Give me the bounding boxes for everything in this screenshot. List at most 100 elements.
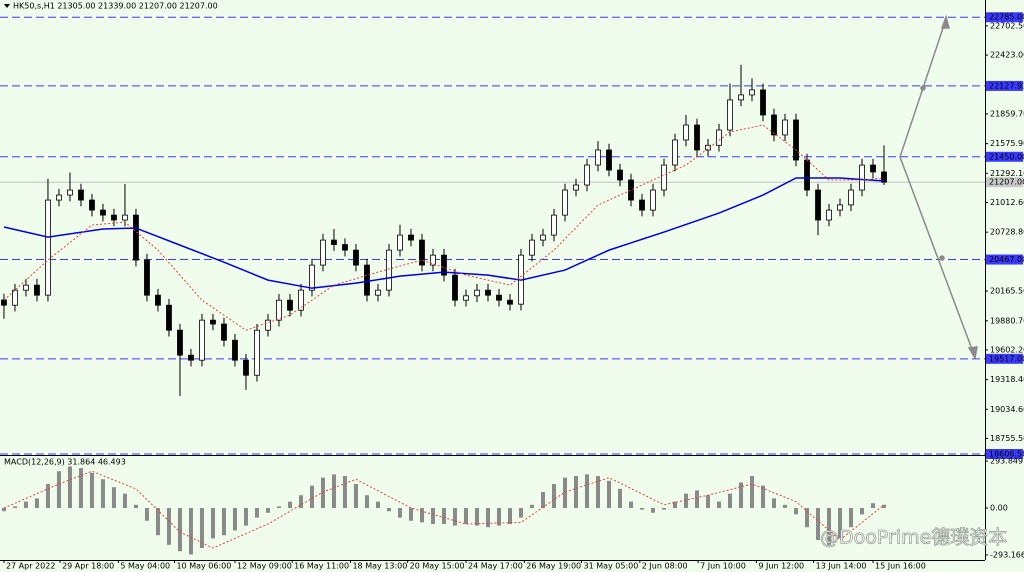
macd-bar <box>551 484 556 509</box>
macd-title: MACD(12,26,9) 31.864 46.493 <box>4 458 126 467</box>
macd-bar <box>199 508 204 549</box>
macd-bar <box>144 508 149 521</box>
macd-bar <box>67 466 72 509</box>
candle-body <box>551 214 557 236</box>
candle-body <box>617 169 623 181</box>
candle-body <box>353 249 359 266</box>
candle-body <box>672 139 678 166</box>
macd-bar <box>441 508 446 525</box>
candle-body <box>1 299 7 306</box>
candle-body <box>320 239 326 266</box>
candle-body <box>23 284 29 291</box>
macd-bar <box>386 508 391 512</box>
candle-body <box>243 359 249 376</box>
candle-body <box>375 289 381 296</box>
candle-body <box>859 164 865 191</box>
macd-bar <box>662 508 667 510</box>
y-tick-label: 22702.50 <box>990 21 1024 30</box>
macd-bar <box>772 498 777 509</box>
y-tick-label: 19318.40 <box>990 375 1024 384</box>
candle-body <box>727 99 733 131</box>
candle-body <box>111 214 117 221</box>
y-tick-label: 0.00 <box>990 504 1008 513</box>
candle-body <box>837 204 843 211</box>
macd-bar <box>1 508 6 512</box>
level-label: 20467.00 <box>989 255 1024 264</box>
macd-bar <box>838 508 843 539</box>
macd-bar <box>485 508 490 528</box>
chart-header: HK50,s,H1 21305.00 21339.00 21207.00 212… <box>13 2 218 11</box>
level-label-box <box>986 151 1023 162</box>
candle-body <box>56 194 62 201</box>
level-label: 21450.00 <box>989 152 1024 161</box>
x-tick-label: 10 May 06:00 <box>176 562 231 571</box>
macd-bar <box>100 479 105 509</box>
candle-body <box>848 189 854 206</box>
macd-bar <box>430 508 435 525</box>
macd-bar <box>827 508 832 545</box>
macd-bar <box>133 504 138 509</box>
macd-bar <box>452 508 457 526</box>
candle-body <box>782 119 788 136</box>
macd-bar <box>364 495 369 509</box>
y-tick-label: -293.166 <box>990 550 1024 559</box>
current-price-box <box>986 177 1023 188</box>
macd-bar <box>243 508 248 526</box>
level-label-box <box>986 254 1023 265</box>
candle-body <box>628 179 634 201</box>
level-label: 22785.00 <box>989 13 1024 22</box>
macd-bar <box>562 477 567 509</box>
candle-body <box>452 274 458 301</box>
x-tick-label: 26 May 19:00 <box>526 562 581 571</box>
candle-body <box>254 329 260 376</box>
candle-body <box>496 294 502 301</box>
macd-bar <box>276 506 281 509</box>
macd-bar <box>673 501 678 509</box>
candle-body <box>584 164 590 186</box>
y-tick-label: 19880.70 <box>990 316 1024 325</box>
candle-body <box>881 171 887 183</box>
arrow-down <box>899 156 974 353</box>
macd-bar <box>221 508 226 536</box>
macd-bar <box>794 508 799 515</box>
y-tick-label: 20728.80 <box>990 228 1024 237</box>
level-label-box <box>986 80 1023 91</box>
macd-bar <box>111 487 116 509</box>
candle-body <box>386 249 392 291</box>
macd-bar <box>34 498 39 509</box>
candle-body <box>298 289 304 311</box>
macd-bar <box>761 485 766 509</box>
macd-bar <box>331 474 336 509</box>
x-tick-label: 27 Apr 2022 <box>6 562 55 571</box>
macd-bar <box>254 508 259 518</box>
y-tick-label: 19034.60 <box>990 405 1024 414</box>
plot-area: 22702.50 22423.00 21859.70 21575.90 21292.10… <box>0 12 1024 571</box>
watermark: @DooPrime德璞资本 <box>820 527 1007 549</box>
macd-bar <box>298 495 303 509</box>
macd-bar <box>89 472 94 509</box>
candle-body <box>276 299 282 321</box>
candle-body <box>683 124 689 141</box>
candle-body <box>166 304 172 331</box>
macd-bar <box>23 501 28 509</box>
candle-body <box>694 124 700 151</box>
macd-bar <box>617 488 622 509</box>
macd-bar <box>155 508 160 536</box>
candle-body <box>265 319 271 331</box>
macd-bar <box>871 503 876 509</box>
y-tick-label: 18755.50 <box>990 434 1024 443</box>
candle-body <box>45 199 51 296</box>
moving-average <box>3 177 885 289</box>
candle-body <box>177 329 183 356</box>
y-tick-label: 21575.90 <box>990 139 1024 148</box>
macd-bar <box>188 508 193 555</box>
macd-bar <box>474 508 479 526</box>
candle-body <box>760 89 766 116</box>
x-tick-label: 7 Jun 10:00 <box>700 562 746 571</box>
x-tick-label: 31 May 05:00 <box>583 562 638 571</box>
candle-body <box>122 214 128 221</box>
x-tick-label: 13 Jun 14:00 <box>816 562 867 571</box>
candle-body <box>749 89 755 96</box>
candle-body <box>540 234 546 241</box>
candle-body <box>100 209 106 216</box>
